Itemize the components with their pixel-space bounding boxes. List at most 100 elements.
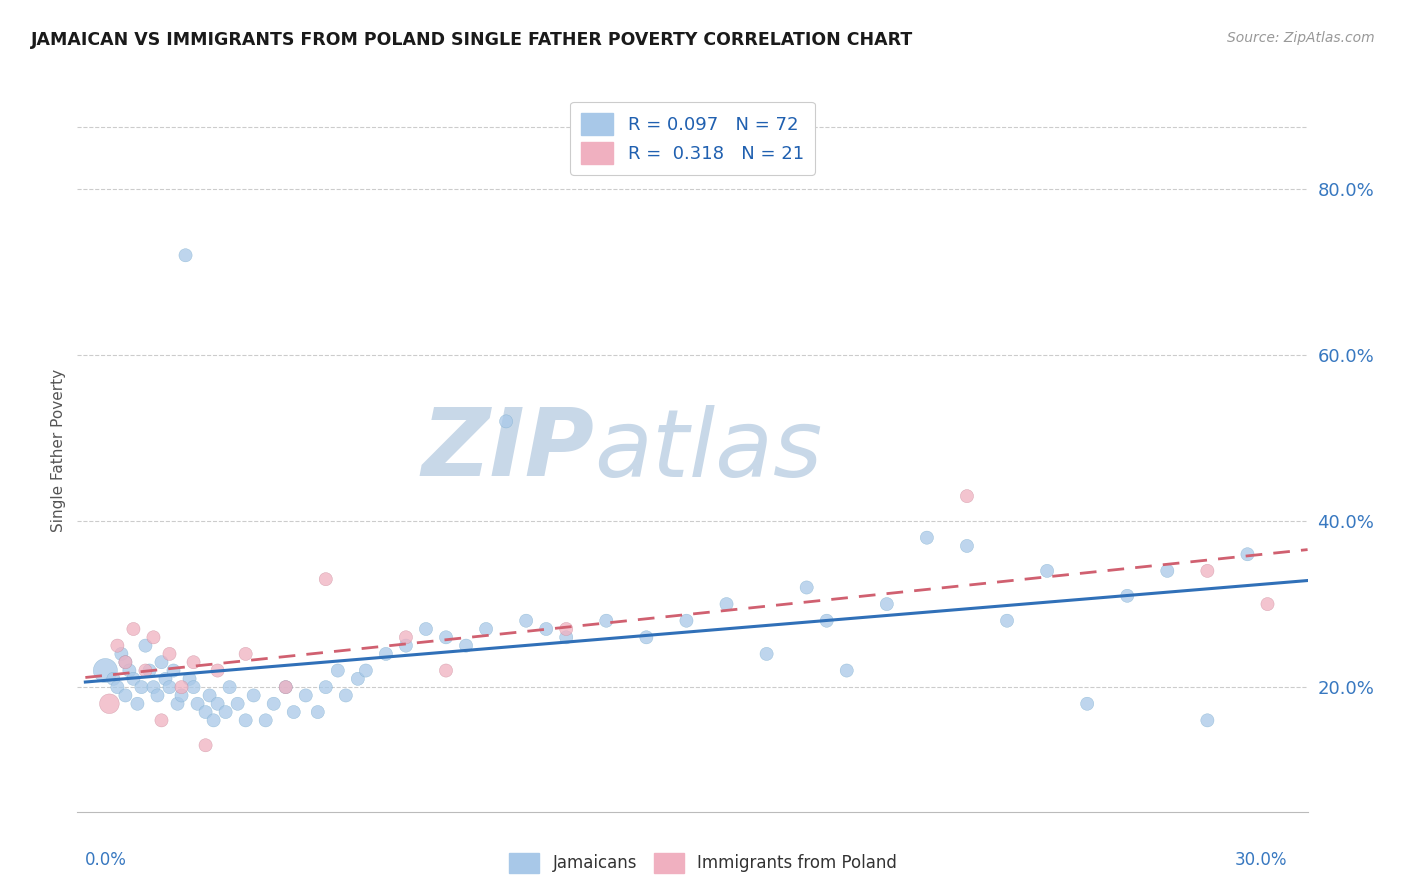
- Point: [876, 597, 898, 611]
- Legend: R = 0.097   N = 72, R =  0.318   N = 21: R = 0.097 N = 72, R = 0.318 N = 21: [569, 102, 815, 175]
- Point: [415, 622, 437, 636]
- Point: [114, 655, 136, 669]
- Point: [755, 647, 778, 661]
- Point: [1236, 547, 1258, 561]
- Point: [122, 622, 145, 636]
- Point: [118, 664, 141, 678]
- Point: [242, 689, 264, 703]
- Point: [174, 248, 197, 262]
- Point: [134, 664, 156, 678]
- Point: [159, 680, 181, 694]
- Point: [122, 672, 145, 686]
- Point: [170, 689, 193, 703]
- Point: [716, 597, 738, 611]
- Point: [150, 714, 173, 728]
- Point: [636, 630, 658, 644]
- Point: [159, 647, 181, 661]
- Point: [796, 581, 818, 595]
- Point: [1156, 564, 1178, 578]
- Point: [434, 630, 457, 644]
- Point: [107, 639, 129, 653]
- Point: [202, 714, 225, 728]
- Point: [915, 531, 938, 545]
- Point: [263, 697, 285, 711]
- Point: [395, 630, 418, 644]
- Text: ZIP: ZIP: [422, 404, 595, 497]
- Point: [187, 697, 209, 711]
- Point: [315, 572, 337, 586]
- Text: JAMAICAN VS IMMIGRANTS FROM POLAND SINGLE FATHER POVERTY CORRELATION CHART: JAMAICAN VS IMMIGRANTS FROM POLAND SINGL…: [31, 31, 912, 49]
- Point: [179, 672, 201, 686]
- Point: [226, 697, 249, 711]
- Point: [374, 647, 396, 661]
- Point: [218, 680, 240, 694]
- Point: [515, 614, 537, 628]
- Point: [283, 705, 305, 719]
- Point: [1076, 697, 1098, 711]
- Point: [434, 664, 457, 678]
- Point: [114, 689, 136, 703]
- Point: [194, 705, 217, 719]
- Point: [254, 714, 277, 728]
- Point: [142, 630, 165, 644]
- Legend: Jamaicans, Immigrants from Poland: Jamaicans, Immigrants from Poland: [502, 847, 904, 880]
- Point: [107, 680, 129, 694]
- Point: [956, 539, 979, 553]
- Point: [835, 664, 858, 678]
- Point: [170, 680, 193, 694]
- Point: [142, 680, 165, 694]
- Point: [956, 489, 979, 503]
- Point: [354, 664, 377, 678]
- Point: [235, 647, 257, 661]
- Point: [555, 622, 578, 636]
- Point: [815, 614, 838, 628]
- Point: [150, 655, 173, 669]
- Point: [183, 655, 205, 669]
- Point: [166, 697, 188, 711]
- Point: [127, 697, 149, 711]
- Point: [146, 689, 169, 703]
- Point: [274, 680, 297, 694]
- Point: [1197, 564, 1219, 578]
- Point: [315, 680, 337, 694]
- Text: 30.0%: 30.0%: [1234, 851, 1288, 869]
- Text: 0.0%: 0.0%: [86, 851, 127, 869]
- Point: [183, 680, 205, 694]
- Point: [207, 697, 229, 711]
- Point: [198, 689, 221, 703]
- Point: [1256, 597, 1278, 611]
- Point: [555, 630, 578, 644]
- Point: [94, 664, 117, 678]
- Point: [1197, 714, 1219, 728]
- Text: Source: ZipAtlas.com: Source: ZipAtlas.com: [1227, 31, 1375, 45]
- Point: [595, 614, 617, 628]
- Point: [347, 672, 370, 686]
- Point: [207, 664, 229, 678]
- Point: [335, 689, 357, 703]
- Point: [103, 672, 125, 686]
- Point: [534, 622, 557, 636]
- Point: [194, 739, 217, 753]
- Point: [475, 622, 498, 636]
- Point: [98, 697, 121, 711]
- Point: [395, 639, 418, 653]
- Point: [235, 714, 257, 728]
- Point: [1036, 564, 1059, 578]
- Point: [274, 680, 297, 694]
- Point: [454, 639, 477, 653]
- Point: [138, 664, 160, 678]
- Point: [162, 664, 184, 678]
- Point: [214, 705, 236, 719]
- Point: [294, 689, 316, 703]
- Point: [134, 639, 156, 653]
- Point: [495, 414, 517, 428]
- Point: [114, 655, 136, 669]
- Point: [110, 647, 132, 661]
- Point: [326, 664, 349, 678]
- Point: [131, 680, 153, 694]
- Text: atlas: atlas: [595, 405, 823, 496]
- Point: [1116, 589, 1139, 603]
- Point: [995, 614, 1018, 628]
- Point: [307, 705, 329, 719]
- Point: [675, 614, 697, 628]
